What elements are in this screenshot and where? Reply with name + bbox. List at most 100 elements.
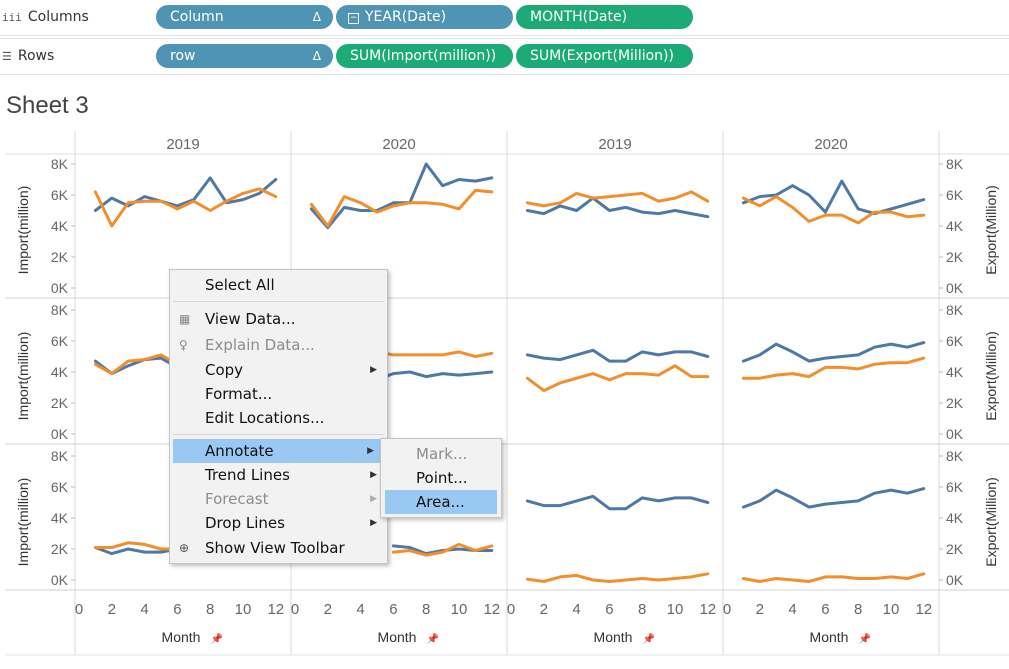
y-tick-label-right: 2K — [946, 395, 964, 411]
x-tick-label: 8 — [206, 601, 214, 618]
import-line — [309, 162, 494, 230]
x-tick-label: 4 — [356, 601, 364, 618]
menu-separator — [173, 434, 384, 435]
menu-item-edit-locations[interactable]: Edit Locations... — [170, 406, 387, 430]
menu-label: Explain Data... — [205, 336, 315, 354]
x-axis-label: Month — [162, 629, 201, 645]
export-line — [375, 350, 494, 358]
y-tick-label-left: 4K — [51, 218, 69, 234]
pill-year-date[interactable]: − YEAR(Date) — [336, 5, 513, 29]
right-axis-label: Export(Million) — [983, 477, 999, 566]
x-axis-label: Month — [378, 629, 417, 645]
columns-label-text: Columns — [27, 9, 89, 25]
menu-item-forecast: Forecast ▶ — [170, 487, 387, 511]
columns-shelf-label: iii Columns — [2, 9, 89, 25]
pill-month-date[interactable]: MONTH(Date) — [516, 5, 693, 29]
pin-icon: 📌 — [859, 632, 872, 645]
y-tick-label-left: 0K — [51, 280, 69, 296]
x-axis-label: Month — [594, 629, 633, 645]
x-tick-label: 12 — [267, 601, 284, 618]
menu-label: View Data... — [205, 310, 296, 328]
submenu-item-area[interactable]: Area... — [385, 490, 497, 514]
y-tick-label-left: 6K — [51, 333, 69, 349]
x-tick-label: 4 — [140, 601, 148, 618]
left-axis-label: Import(million) — [15, 186, 31, 275]
y-tick-label-left: 8K — [51, 448, 69, 464]
import-line — [741, 341, 926, 363]
lightbulb-icon: ♀ — [179, 338, 188, 352]
y-tick-label-right: 8K — [946, 448, 964, 464]
y-tick-label-right: 0K — [946, 572, 964, 588]
x-tick-label: 8 — [422, 601, 430, 618]
x-tick-label: 12 — [699, 601, 716, 618]
import-line — [741, 179, 926, 216]
left-axis-label: Import(million) — [15, 478, 31, 567]
rows-shelf: ☰ Rows row Δ SUM(Import(million)) SUM(Ex… — [0, 38, 1009, 75]
menu-item-show-view-toolbar[interactable]: ⊕ Show View Toolbar — [170, 536, 387, 560]
x-tick-label: 0 — [723, 601, 731, 618]
submenu-arrow-icon: ▶ — [370, 470, 377, 480]
menu-item-annotate[interactable]: Annotate ▶ — [173, 439, 384, 463]
delta-icon: Δ — [312, 10, 321, 24]
rows-shelf-label: ☰ Rows — [2, 48, 54, 64]
pill-month-date-text: MONTH(Date) — [530, 9, 628, 25]
menu-label: Show View Toolbar — [205, 539, 345, 557]
menu-item-copy[interactable]: Copy ▶ — [170, 358, 387, 382]
menu-item-trend-lines[interactable]: Trend Lines ▶ — [170, 463, 387, 487]
x-axis-label: Month — [810, 629, 849, 645]
submenu-arrow-icon: ▶ — [370, 518, 377, 528]
import-line — [375, 370, 494, 382]
column-header: 2019 — [598, 136, 631, 153]
menu-label: Mark... — [416, 445, 468, 463]
submenu-item-point[interactable]: Point... — [381, 466, 501, 490]
export-line — [525, 190, 710, 208]
import-line — [525, 494, 710, 511]
x-tick-label: 2 — [324, 601, 332, 618]
menu-item-drop-lines[interactable]: Drop Lines ▶ — [170, 511, 387, 535]
x-tick-label: 8 — [854, 601, 862, 618]
y-tick-label-right: 6K — [946, 479, 964, 495]
column-header: 2020 — [382, 136, 415, 153]
menu-separator — [173, 301, 384, 302]
menu-label: Point... — [416, 469, 468, 487]
menu-label: Select All — [205, 276, 275, 294]
y-tick-label-left: 2K — [51, 541, 69, 557]
pill-sum-export[interactable]: SUM(Export(Million)) — [516, 44, 693, 68]
pill-column[interactable]: Column Δ — [156, 5, 333, 29]
x-tick-label: 2 — [756, 601, 764, 618]
submenu-arrow-icon: ▶ — [370, 365, 377, 375]
pill-sum-import[interactable]: SUM(Import(million)) — [336, 44, 513, 68]
menu-item-view-data[interactable]: ▦ View Data... — [170, 307, 387, 331]
import-line — [741, 487, 926, 509]
right-axis-label: Export(Million) — [983, 185, 999, 274]
x-tick-label: 10 — [883, 601, 900, 618]
x-tick-label: 0 — [507, 601, 515, 618]
pill-row[interactable]: row Δ — [156, 44, 333, 68]
right-axis-label: Export(Million) — [983, 331, 999, 420]
x-tick-label: 12 — [483, 601, 500, 618]
menu-label: Format... — [205, 385, 273, 403]
columns-shelf: iii Columns Column Δ − YEAR(Date) MONTH(D… — [0, 0, 1009, 36]
export-line — [525, 572, 710, 583]
menu-item-explain-data: ♀ Explain Data... — [170, 333, 387, 357]
export-line — [741, 356, 926, 380]
x-tick-label: 2 — [108, 601, 116, 618]
rows-icon: ☰ — [2, 49, 12, 63]
x-tick-label: 4 — [572, 601, 580, 618]
menu-item-select-all[interactable]: Select All — [170, 273, 387, 297]
menu-item-format[interactable]: Format... — [170, 382, 387, 406]
y-tick-label-left: 0K — [51, 426, 69, 442]
pill-sum-export-text: SUM(Export(Million)) — [530, 48, 674, 64]
menu-label: Annotate — [205, 442, 274, 460]
rows-label-text: Rows — [17, 48, 55, 64]
import-line — [525, 196, 710, 219]
y-tick-label-right: 6K — [946, 333, 964, 349]
y-tick-label-left: 8K — [51, 156, 69, 172]
column-header: 2020 — [814, 136, 847, 153]
y-tick-label-left: 6K — [51, 479, 69, 495]
submenu-arrow-icon: ▶ — [367, 446, 374, 456]
y-tick-label-right: 4K — [946, 218, 964, 234]
sheet-title: Sheet 3 — [6, 92, 89, 119]
y-tick-label-left: 4K — [51, 364, 69, 380]
